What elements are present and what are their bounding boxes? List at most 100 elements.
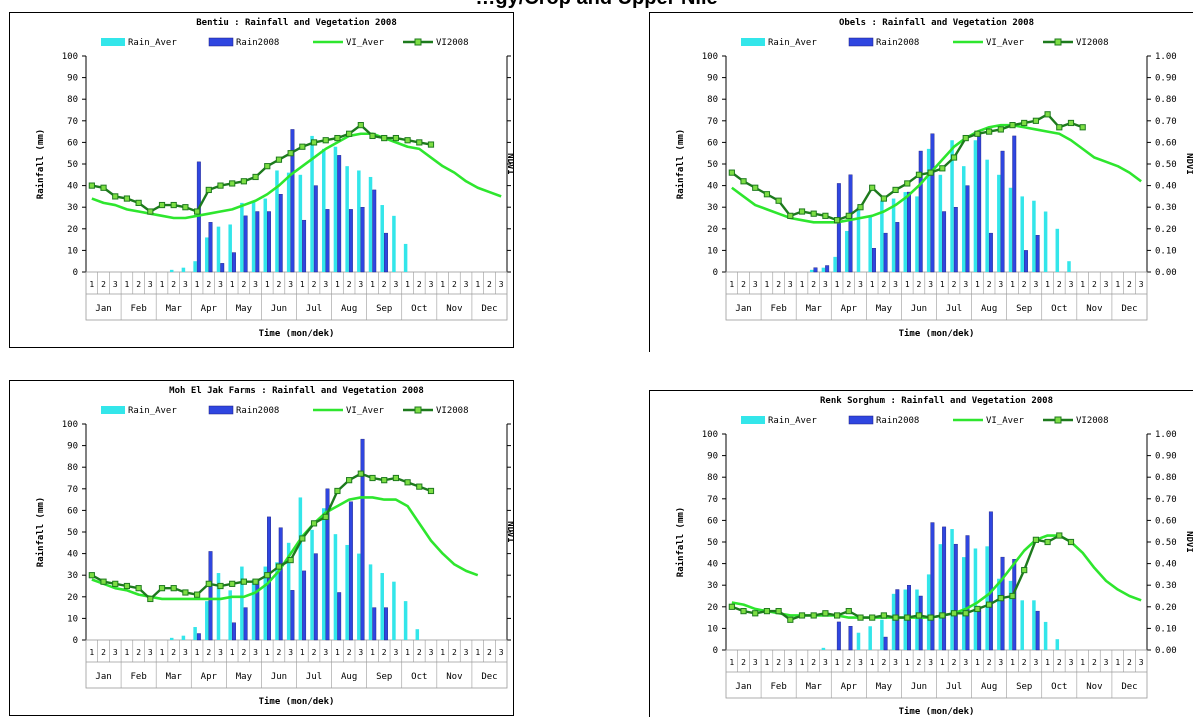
right-tick-label: 0.30	[1155, 581, 1177, 591]
marker-vi-2008	[346, 130, 353, 137]
dekad-label: 3	[183, 648, 188, 657]
dekad-label: 2	[312, 648, 317, 657]
marker-vi-2008	[740, 178, 747, 185]
bar-rain-2008	[372, 189, 377, 273]
marker-vi-2008	[904, 614, 911, 621]
marker-vi-2008	[123, 582, 131, 590]
dekad-label: 3	[998, 658, 1003, 667]
marker-vi-2008	[193, 208, 201, 215]
dekad-label: 1	[800, 658, 805, 667]
bar-rain-2008	[348, 501, 353, 641]
chart-panel-obels: Obels : Rainfall and Vegetation 2008 Rain…	[649, 12, 1193, 352]
dekad-label: 2	[171, 648, 176, 657]
dekad-label: 1	[905, 658, 910, 667]
dekad-label: 2	[741, 280, 746, 289]
bar-rain-2008	[813, 267, 818, 273]
bar-rain-aver	[275, 170, 279, 272]
dekad-label: 2	[881, 658, 886, 667]
bar-rain-aver	[286, 172, 291, 272]
bar-rain-aver	[985, 159, 989, 272]
y-axis-label-left: Rainfall (mm)	[675, 507, 686, 577]
bar-rain-aver	[961, 557, 966, 650]
y-axis-label-left: Rainfall (mm)	[35, 497, 46, 567]
marker-vi-2008	[381, 477, 388, 484]
marker-vi-2008	[775, 608, 782, 615]
legend-item: Rain2008	[208, 405, 279, 416]
dekad-label: 3	[823, 280, 828, 289]
dekad-label: 1	[870, 280, 875, 289]
x-axis-label: Time (mon/dek)	[899, 328, 975, 339]
bar-rain-aver	[880, 200, 884, 272]
y-axis-label-right: NDVI	[1184, 531, 1193, 553]
marker-vi-2008	[416, 139, 423, 146]
bar-rain-aver	[392, 581, 396, 640]
marker-vi-2008	[833, 612, 841, 619]
legend-swatch	[848, 37, 874, 47]
bar-rain-aver	[368, 564, 373, 640]
bar-rain-2008	[255, 211, 260, 273]
bar-rain-aver	[193, 627, 197, 640]
bar-rain-aver	[298, 174, 303, 272]
left-tick-label: 80	[707, 473, 718, 483]
dekad-label: 2	[811, 280, 816, 289]
left-tick-label: 50	[67, 528, 78, 538]
left-tick-label: 60	[707, 516, 718, 526]
bar-rain-aver	[938, 174, 943, 272]
legend-item: Rain2008	[848, 415, 919, 426]
dekad-label: 1	[1080, 658, 1085, 667]
bar-rain-aver	[392, 215, 396, 272]
month-label: Jul	[306, 672, 322, 682]
dekad-label: 1	[89, 648, 94, 657]
dekad-label: 3	[148, 648, 153, 657]
legend: Rain_Aver Rain2008 VI_Aver VI2008	[741, 37, 1109, 48]
dekad-label: 3	[358, 280, 363, 289]
marker-vi-2008	[892, 614, 899, 621]
legend-label: Rain2008	[876, 38, 919, 48]
bar-rain-aver	[1020, 600, 1024, 650]
dekad-label: 3	[253, 648, 258, 657]
bar-rain-2008	[243, 215, 248, 273]
marker-vi-2008	[798, 208, 806, 215]
month-label: Nov	[1086, 304, 1102, 314]
dekad-label: 3	[499, 280, 504, 289]
dekad-label: 2	[277, 648, 282, 657]
dekad-label: 3	[823, 658, 828, 667]
month-label: Aug	[341, 672, 357, 682]
bar-rain-2008	[1012, 135, 1017, 273]
legend-item: VI_Aver	[953, 38, 1025, 48]
marker-vi-2008	[986, 601, 993, 608]
bar-rain-aver	[1055, 228, 1060, 272]
legend-item: Rain_Aver	[101, 406, 177, 416]
bar-rain-2008	[988, 232, 993, 273]
bar-rain-2008	[231, 252, 236, 273]
bar-rain-2008	[1000, 150, 1005, 273]
dekad-label: 1	[300, 280, 305, 289]
bar-rain-aver	[868, 215, 872, 272]
chart-title: Bentiu : Rainfall and Vegetation 2008	[196, 17, 396, 28]
marker-vi-2008	[147, 208, 154, 215]
marker-vi-2008	[752, 610, 759, 617]
dekad-label: 3	[218, 648, 223, 657]
month-label: Feb	[770, 304, 786, 314]
right-tick-label: 0.70	[1155, 117, 1177, 127]
marker-vi-2008	[299, 535, 306, 542]
month-label: Sep	[1016, 304, 1032, 314]
chart-panel-bentiu: Bentiu : Rainfall and Vegetation 2008 Rai…	[9, 12, 514, 348]
legend-item: Rain2008	[208, 37, 279, 48]
right-tick-label: 0.80	[1155, 95, 1177, 105]
bar-rain-2008	[231, 622, 236, 641]
bar-rain-2008	[208, 551, 213, 641]
dekad-label: 1	[475, 280, 480, 289]
dekad-label: 3	[1104, 280, 1109, 289]
dekad-label: 2	[1022, 658, 1027, 667]
marker-vi-2008	[299, 143, 306, 150]
marker-vi-2008	[927, 614, 934, 621]
month-label: Dec	[481, 672, 497, 682]
bar-rain-aver	[856, 632, 861, 650]
month-label: Sep	[1016, 682, 1032, 692]
marker-vi-2008	[997, 126, 1004, 133]
dekad-label: 3	[1104, 658, 1109, 667]
bar-rain-2008	[290, 129, 295, 273]
bar-rain-2008	[360, 438, 365, 641]
bar-rain-2008	[325, 209, 330, 273]
